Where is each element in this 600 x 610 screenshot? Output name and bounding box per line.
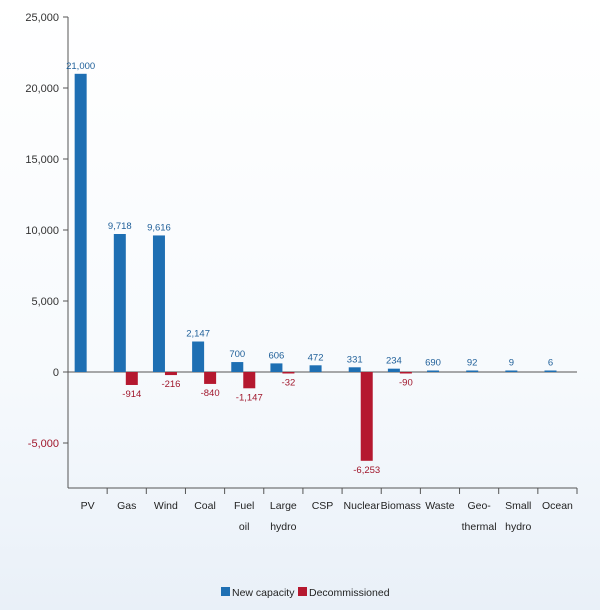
data-label-new-capacity: 472 bbox=[308, 352, 324, 363]
legend-swatch-new-capacity bbox=[221, 587, 230, 596]
bar-new-capacity bbox=[505, 370, 518, 372]
bar-new-capacity bbox=[192, 341, 205, 372]
x-category-label: Nuclear bbox=[344, 500, 381, 512]
bar-new-capacity bbox=[427, 370, 440, 372]
bar-new-capacity bbox=[270, 363, 283, 372]
data-label-new-capacity: 234 bbox=[386, 356, 402, 367]
bar-new-capacity bbox=[387, 368, 400, 372]
data-label-new-capacity: 9 bbox=[509, 358, 514, 369]
x-category-label: hydro bbox=[505, 521, 531, 533]
y-tick-label: 10,000 bbox=[25, 225, 59, 237]
x-category-label: CSP bbox=[312, 500, 334, 512]
data-label-decommissioned: -90 bbox=[399, 378, 413, 389]
data-label-new-capacity: 331 bbox=[347, 354, 363, 365]
bar-decommissioned bbox=[243, 372, 256, 389]
bar-new-capacity bbox=[466, 370, 479, 372]
bar-decommissioned bbox=[360, 372, 373, 461]
y-tick-label: 20,000 bbox=[25, 83, 59, 95]
x-category-label: Biomass bbox=[381, 500, 421, 512]
y-tick-label: 5,000 bbox=[31, 296, 59, 308]
data-label-new-capacity: 606 bbox=[268, 350, 284, 361]
data-label-decommissioned: -216 bbox=[161, 379, 180, 390]
bar-new-capacity bbox=[309, 365, 322, 372]
x-category-label: hydro bbox=[270, 521, 296, 533]
x-category-label: Gas bbox=[117, 500, 136, 512]
x-category-label: oil bbox=[239, 521, 250, 533]
x-category-label: Wind bbox=[154, 500, 178, 512]
bar-new-capacity bbox=[231, 362, 244, 372]
y-tick-label: 25,000 bbox=[25, 12, 59, 24]
bar-decommissioned bbox=[125, 372, 138, 385]
data-label-decommissioned: -6,253 bbox=[353, 465, 380, 476]
data-label-new-capacity: 92 bbox=[467, 358, 478, 369]
x-category-label: Fuel bbox=[234, 500, 254, 512]
x-category-label: Ocean bbox=[542, 500, 573, 512]
data-label-new-capacity: 9,718 bbox=[108, 221, 132, 232]
y-tick-label: 15,000 bbox=[25, 154, 59, 166]
data-label-decommissioned: -32 bbox=[282, 378, 296, 389]
bar-new-capacity bbox=[113, 234, 126, 372]
legend-label-decommissioned: Decommissioned bbox=[309, 587, 390, 599]
data-label-new-capacity: 700 bbox=[229, 349, 245, 360]
bar-new-capacity bbox=[348, 367, 361, 372]
data-label-new-capacity: 21,000 bbox=[66, 61, 95, 72]
legend-label-new-capacity: New capacity bbox=[232, 587, 295, 599]
x-category-label: Waste bbox=[425, 500, 455, 512]
x-category-label: thermal bbox=[462, 521, 497, 533]
x-category-label: Coal bbox=[194, 500, 216, 512]
bar-decommissioned bbox=[282, 372, 295, 374]
legend-swatch-decommissioned bbox=[298, 587, 307, 596]
bar-decommissioned bbox=[164, 372, 177, 376]
data-label-decommissioned: -840 bbox=[201, 388, 220, 399]
bar-new-capacity bbox=[152, 235, 165, 372]
bar-new-capacity bbox=[74, 73, 87, 373]
bar-decommissioned bbox=[399, 372, 412, 374]
y-tick-label: 0 bbox=[53, 367, 59, 379]
y-tick-label: -5,000 bbox=[28, 438, 59, 450]
data-label-new-capacity: 6 bbox=[548, 358, 553, 369]
data-label-decommissioned: -914 bbox=[122, 389, 141, 400]
x-category-label: Geo- bbox=[467, 500, 491, 512]
x-category-label: Small bbox=[505, 500, 531, 512]
x-category-label: Large bbox=[270, 500, 297, 512]
data-label-new-capacity: 9,616 bbox=[147, 222, 171, 233]
data-label-new-capacity: 690 bbox=[425, 358, 441, 369]
data-label-decommissioned: -1,147 bbox=[236, 392, 263, 403]
data-label-new-capacity: 2,147 bbox=[186, 329, 210, 340]
bar-decommissioned bbox=[204, 372, 217, 384]
x-category-label: PV bbox=[81, 500, 95, 512]
bar-new-capacity bbox=[544, 370, 557, 372]
